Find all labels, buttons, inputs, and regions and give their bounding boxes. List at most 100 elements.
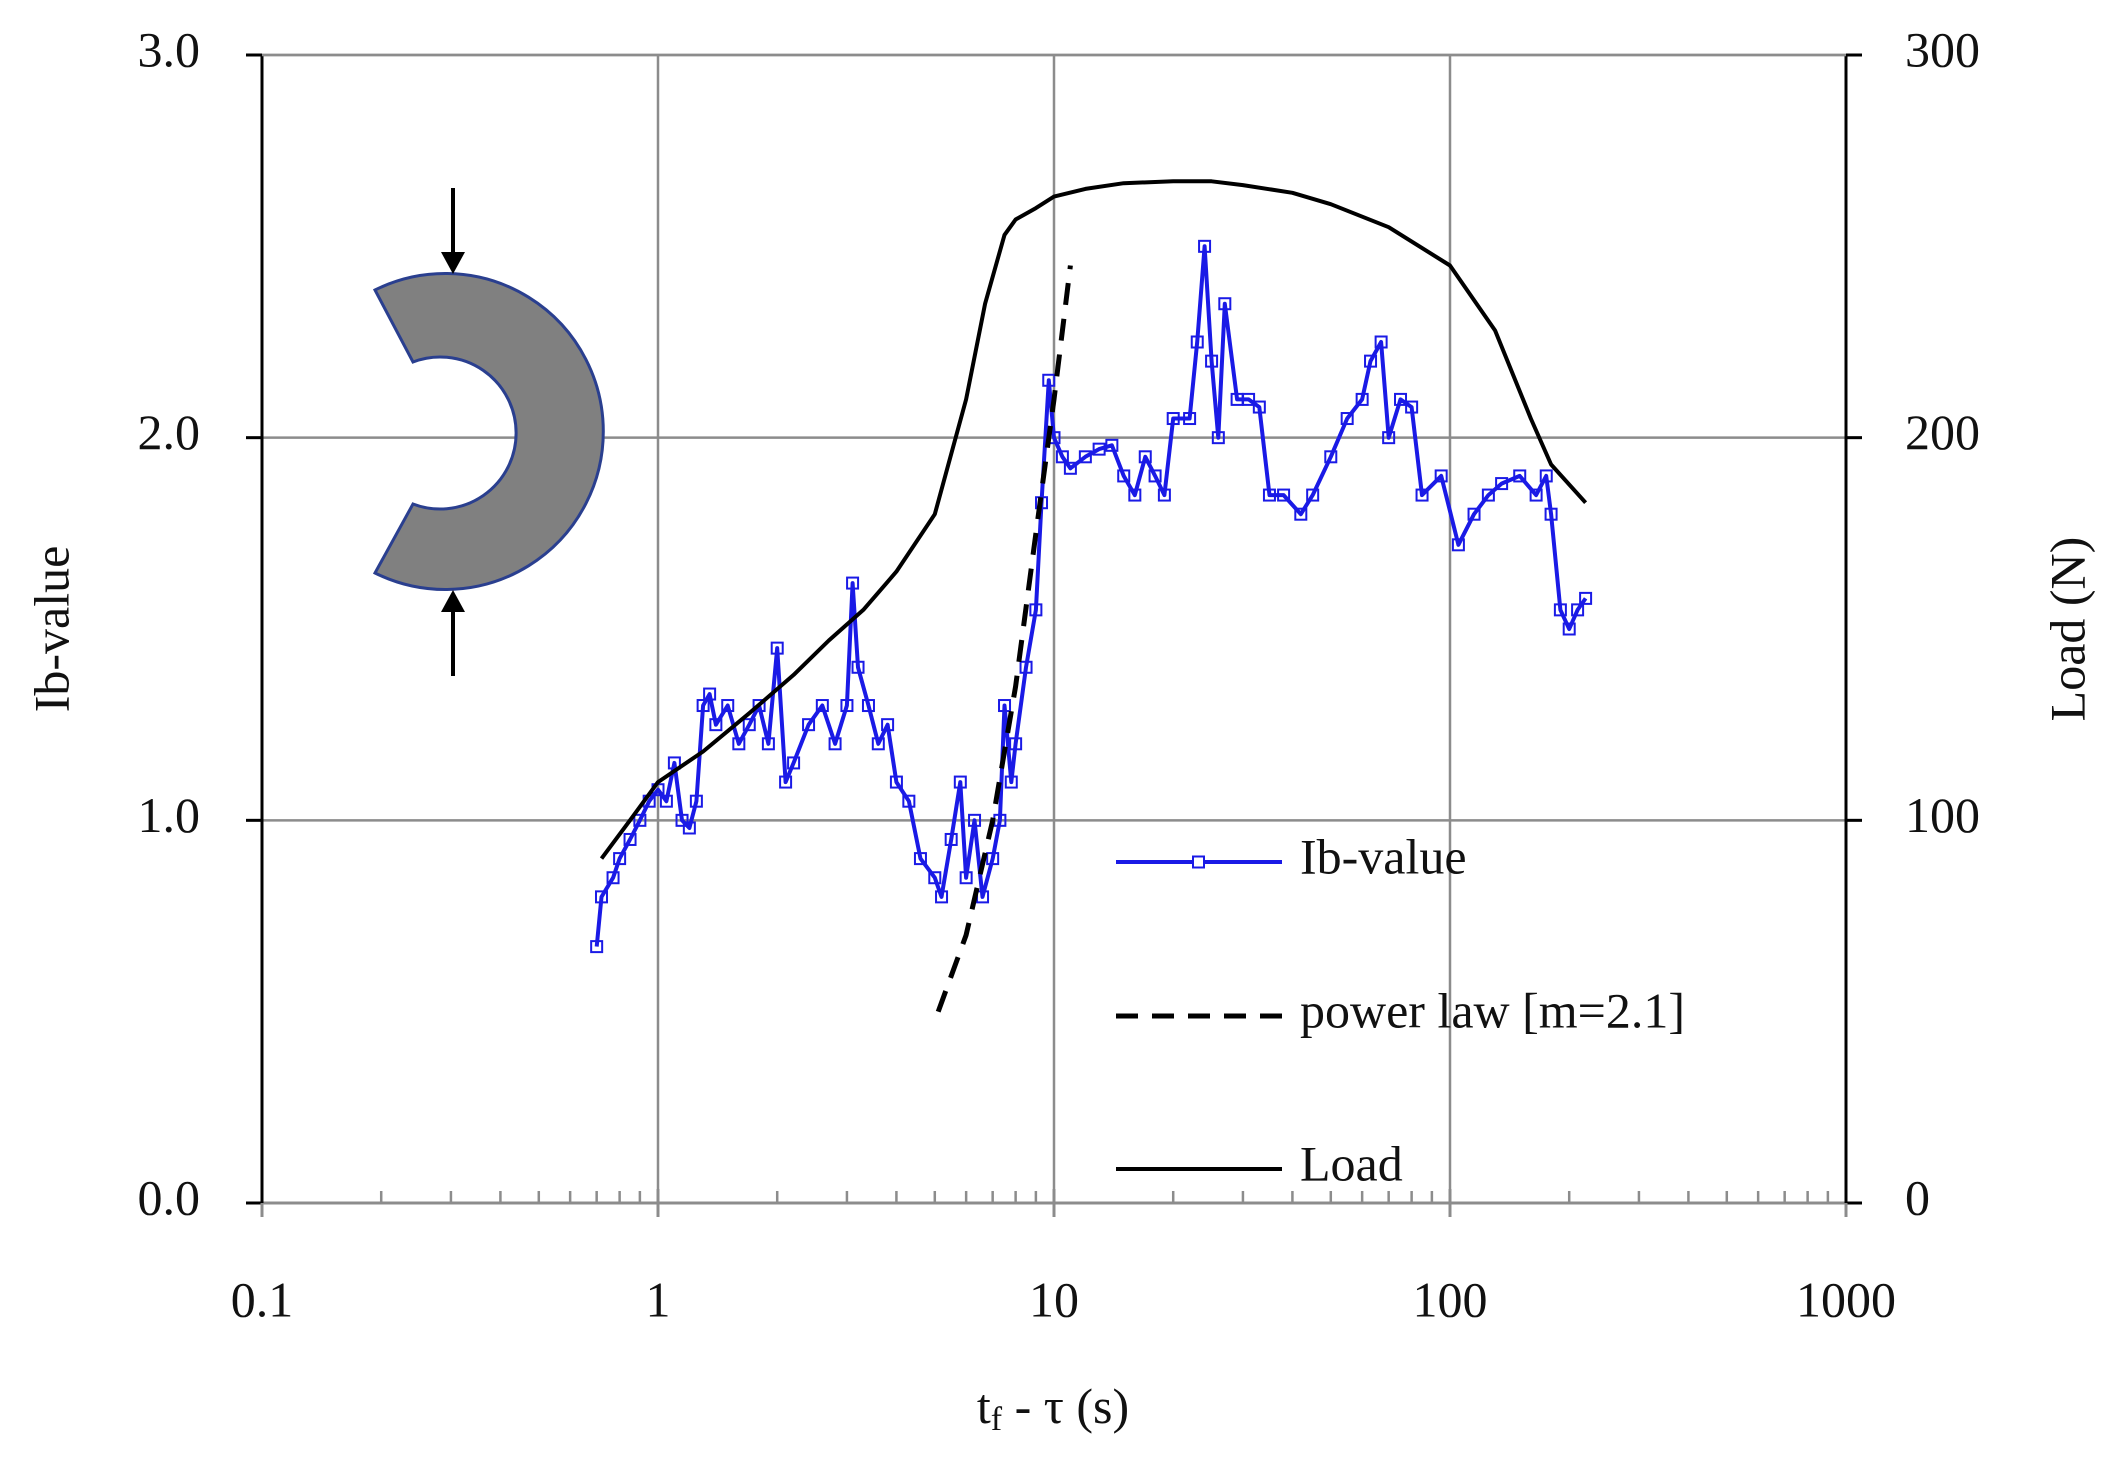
- data-point: [881, 718, 895, 732]
- series-line: [599, 179, 1588, 860]
- data-point: [1078, 450, 1092, 464]
- data-point: [689, 794, 703, 808]
- x-title-main: t: [977, 1378, 991, 1434]
- x-title-sub: f: [991, 1401, 1003, 1438]
- data-point: [1157, 488, 1171, 502]
- data-point: [998, 699, 1012, 713]
- data-point: [752, 699, 766, 713]
- x-tick-label: 1: [646, 1271, 671, 1327]
- data-point: [606, 871, 620, 885]
- data-point: [1562, 622, 1576, 636]
- c-ring: [372, 272, 605, 591]
- data-point: [1513, 469, 1527, 483]
- legend-marker: [1192, 855, 1205, 869]
- x-tick-label: 1000: [1796, 1271, 1896, 1327]
- data-point: [1019, 660, 1033, 674]
- data-point: [968, 813, 982, 827]
- data-point: [1579, 591, 1593, 605]
- x-title-rest: - τ (s): [1002, 1378, 1129, 1434]
- specimen-diagram: [372, 188, 605, 676]
- data-point: [667, 756, 681, 770]
- data-point: [1004, 775, 1018, 789]
- data-point: [1415, 488, 1429, 502]
- data-point: [840, 699, 854, 713]
- y2-tick-label: 100: [1905, 787, 1980, 843]
- data-point: [633, 813, 647, 827]
- data-point: [846, 576, 860, 590]
- data-point: [1481, 488, 1495, 502]
- data-point: [770, 641, 784, 655]
- data-point: [761, 737, 775, 751]
- data-point: [1374, 335, 1388, 349]
- data-point: [1063, 461, 1077, 475]
- arrow-head: [441, 590, 465, 612]
- series-line: [935, 265, 1073, 1013]
- y-tick-label: 0.0: [138, 1169, 201, 1225]
- data-point: [1529, 488, 1543, 502]
- data-point: [1306, 488, 1320, 502]
- data-point: [1105, 438, 1119, 452]
- data-point: [721, 699, 735, 713]
- data-point: [1394, 392, 1408, 406]
- data-point: [959, 871, 973, 885]
- data-point: [1451, 538, 1465, 552]
- data-point: [1128, 488, 1142, 502]
- data-point: [1183, 412, 1197, 426]
- data-point: [802, 718, 816, 732]
- data-point: [1434, 469, 1448, 483]
- data-point: [787, 756, 801, 770]
- data-point: [944, 832, 958, 846]
- data-point: [1495, 477, 1509, 491]
- data-point: [1294, 507, 1308, 521]
- data-point: [779, 775, 793, 789]
- data-point: [935, 890, 949, 904]
- data-point: [1355, 392, 1369, 406]
- data-point: [1205, 354, 1219, 368]
- legend-label: Load: [1300, 1135, 1403, 1191]
- data-point: [1364, 354, 1378, 368]
- data-point: [1467, 507, 1481, 521]
- data-point: [953, 775, 967, 789]
- data-point: [1190, 335, 1204, 349]
- y-axis-title: Ib-value: [23, 546, 79, 713]
- data-point: [1009, 737, 1023, 751]
- data-point: [1166, 412, 1180, 426]
- data-point: [613, 852, 627, 866]
- data-point: [861, 699, 875, 713]
- data-point: [1029, 603, 1043, 617]
- data-point: [1405, 400, 1419, 414]
- y-tick-label: 1.0: [138, 787, 201, 843]
- data-point: [623, 832, 637, 846]
- data-point: [682, 821, 696, 835]
- data-point: [1382, 431, 1396, 445]
- data-point: [1252, 400, 1266, 414]
- data-point: [675, 813, 689, 827]
- data-point: [1055, 450, 1069, 464]
- data-point: [1544, 507, 1558, 521]
- data-point: [709, 718, 723, 732]
- data-point: [1211, 431, 1225, 445]
- data-point: [815, 699, 829, 713]
- data-point: [902, 794, 916, 808]
- data-point: [595, 890, 609, 904]
- y2-axis-title: Load (N): [2039, 537, 2095, 722]
- x-axis-title: tf - τ (s): [977, 1378, 1129, 1437]
- data-point: [1340, 412, 1354, 426]
- x-tick-label: 100: [1413, 1271, 1488, 1327]
- data-point: [1571, 603, 1585, 617]
- data-point: [659, 794, 673, 808]
- x-tick-label: 10: [1029, 1271, 1079, 1327]
- data-point: [703, 687, 717, 701]
- y-tick-label: 3.0: [138, 21, 201, 77]
- data-point: [1218, 297, 1232, 311]
- data-point: [986, 852, 1000, 866]
- arrow-head: [441, 252, 465, 274]
- data-point: [1148, 469, 1162, 483]
- data-point: [1277, 488, 1291, 502]
- legend-label: Ib-value: [1300, 828, 1467, 884]
- data-point: [1117, 469, 1131, 483]
- data-point: [732, 737, 746, 751]
- data-point: [1242, 392, 1256, 406]
